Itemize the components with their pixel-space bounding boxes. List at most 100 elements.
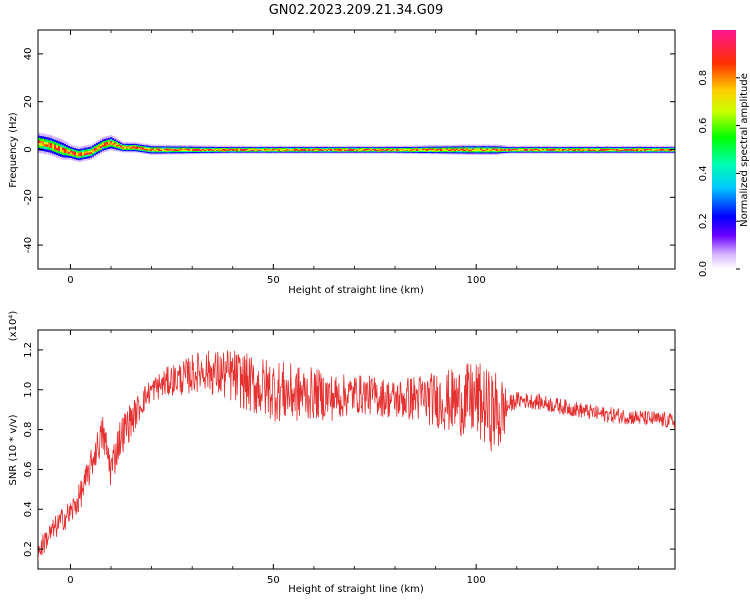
heatmap-cell	[288, 152, 291, 154]
heatmap-cell	[320, 145, 323, 148]
heatmap-cell	[394, 148, 397, 150]
heatmap-cell	[346, 151, 349, 153]
heatmap-cell	[352, 145, 355, 148]
heatmap-cell	[344, 152, 347, 154]
heatmap-cell	[530, 147, 533, 149]
heatmap-cell	[672, 152, 675, 154]
heatmap-cell	[272, 152, 275, 154]
heatmap-cell	[302, 150, 305, 152]
heatmap-cell	[452, 146, 455, 148]
heatmap-cell	[370, 146, 373, 149]
heatmap-cell	[196, 148, 199, 150]
heatmap-cell	[300, 152, 303, 154]
heatmap-cell	[582, 152, 585, 154]
heatmap-cell	[586, 145, 589, 148]
heatmap-cell	[470, 148, 473, 150]
heatmap-cell	[628, 145, 631, 148]
heatmap-cell	[96, 151, 99, 155]
heatmap-cell	[638, 149, 641, 151]
heatmap-cell	[274, 148, 277, 150]
heatmap-cell	[156, 150, 159, 153]
heatmap-cell	[582, 145, 585, 148]
heatmap-cell	[382, 147, 385, 149]
heatmap-cell	[444, 152, 447, 155]
heatmap-cell	[426, 150, 429, 153]
heatmap-cell	[336, 151, 339, 153]
colorbar-gradient	[712, 30, 736, 269]
heatmap-cell	[68, 153, 71, 156]
heatmap-cell	[328, 145, 331, 148]
heatmap-cell	[144, 150, 147, 153]
heatmap-cell	[486, 147, 489, 149]
heatmap-cell	[436, 148, 439, 150]
heatmap-cell	[312, 150, 315, 152]
heatmap-cell	[358, 146, 361, 149]
heatmap-cell	[672, 149, 675, 151]
heatmap-cell	[38, 142, 41, 146]
heatmap-cell	[52, 140, 55, 144]
heatmap-cell	[260, 150, 263, 152]
heatmap-cell	[652, 145, 655, 148]
heatmap-cell	[428, 145, 431, 147]
heatmap-cell	[430, 149, 433, 151]
heatmap-cell	[66, 152, 69, 156]
heatmap-cell	[50, 140, 53, 143]
heatmap-cell	[506, 145, 509, 148]
heatmap-cell	[244, 148, 247, 150]
heatmap-cell	[630, 145, 633, 148]
heatmap-cell	[384, 148, 387, 150]
heatmap-cell	[180, 146, 183, 148]
heatmap-cell	[586, 150, 589, 152]
heatmap-cell	[208, 146, 211, 148]
heatmap-cell	[446, 150, 449, 153]
heatmap-cell	[646, 147, 649, 149]
heatmap-cell	[210, 149, 213, 151]
heatmap-cell	[346, 149, 349, 151]
heatmap-cell	[416, 151, 419, 153]
heatmap-cell	[244, 151, 247, 153]
heatmap-cell	[602, 147, 605, 149]
heatmap-cell	[500, 148, 503, 150]
heatmap-cell	[510, 146, 513, 149]
heatmap-cell	[530, 151, 533, 153]
heatmap-cell	[360, 146, 363, 149]
heatmap-cell	[588, 152, 591, 154]
heatmap-cell	[586, 146, 589, 149]
heatmap-cell	[602, 146, 605, 149]
heatmap-cell	[270, 149, 273, 151]
heatmap-cell	[52, 153, 55, 157]
heatmap-cell	[188, 150, 191, 153]
heatmap-cell	[228, 147, 231, 149]
heatmap-cell	[542, 145, 545, 148]
heatmap-cell	[590, 147, 593, 149]
heatmap-cell	[334, 147, 337, 149]
heatmap-cell	[444, 148, 447, 150]
heatmap-cell	[368, 151, 371, 153]
heatmap-cell	[146, 150, 149, 152]
heatmap-cell	[216, 146, 219, 148]
heatmap-cell	[490, 148, 493, 150]
heatmap-cell	[546, 145, 549, 148]
heatmap-cell	[434, 149, 437, 151]
heatmap-cell	[464, 151, 467, 154]
heatmap-cell	[100, 142, 103, 145]
heatmap-cell	[258, 145, 261, 148]
heatmap-cell	[464, 153, 467, 155]
heatmap-cell	[296, 150, 299, 152]
heatmap-cell	[448, 152, 451, 155]
heatmap-cell	[124, 143, 127, 146]
heatmap-cell	[198, 152, 201, 155]
heatmap-cell	[654, 151, 657, 153]
heatmap-cell	[152, 153, 155, 155]
heatmap-cell	[550, 149, 553, 151]
heatmap-cell	[244, 146, 247, 149]
heatmap-cell	[488, 150, 491, 153]
heatmap-cell	[60, 148, 63, 152]
heatmap-cell	[166, 145, 169, 148]
heatmap-cell	[202, 151, 205, 154]
heatmap-cell	[76, 153, 79, 157]
heatmap-cell	[526, 151, 529, 153]
heatmap-cell	[342, 147, 345, 149]
heatmap-cell	[342, 151, 345, 153]
heatmap-cell	[216, 147, 219, 149]
